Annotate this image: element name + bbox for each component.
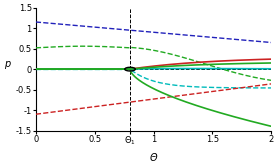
Y-axis label: p: p — [4, 59, 10, 69]
X-axis label: Θ: Θ — [150, 153, 157, 163]
